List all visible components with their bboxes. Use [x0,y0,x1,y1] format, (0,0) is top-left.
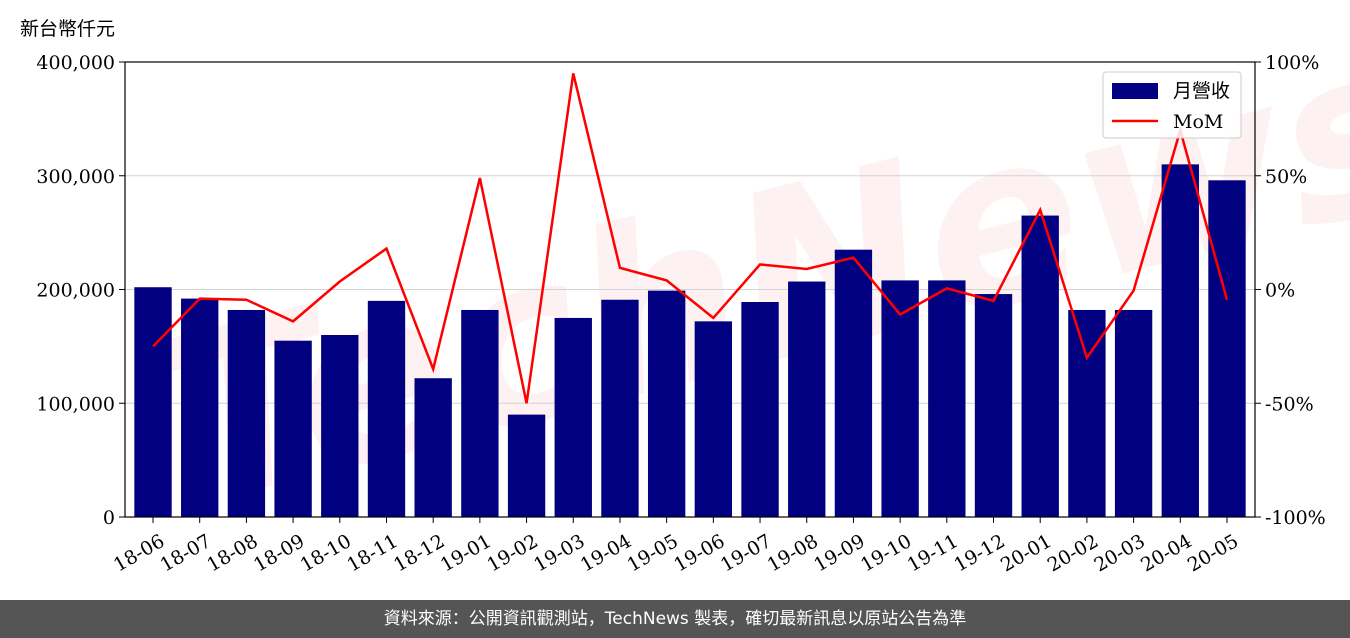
x-tick-label: 19-03 [530,530,588,576]
bar-18-07 [181,298,219,517]
y-tick-label: 100,000 [36,393,115,415]
bar-20-05 [1208,180,1246,518]
x-tick-label: 19-06 [670,530,728,576]
x-tick-label: 18-07 [157,530,215,576]
bar-18-09 [274,340,312,517]
bar-19-03 [554,317,592,517]
bar-20-03 [1114,309,1153,517]
y2-tick-label: 0% [1265,280,1295,302]
x-tick-label: 20-03 [1090,530,1148,576]
x-tick-label: 19-02 [483,530,541,576]
bar-19-05 [647,290,686,517]
y2-tick-label: 50% [1265,166,1307,188]
x-tick-label: 19-12 [950,530,1008,576]
x-tick-label: 19-08 [764,530,822,576]
bar-19-04 [601,299,639,517]
x-tick-label: 18-10 [297,530,355,576]
bar-19-01 [461,309,499,517]
x-tick-label: 19-05 [624,530,682,576]
legend-label-revenue: 月營收 [1173,80,1230,102]
source-footer: 資料來源：公開資訊觀測站，TechNews 製表，確切最新訊息以原站公告為準 [0,600,1350,638]
x-tick-label: 19-10 [857,530,915,576]
x-tick-label: 19-11 [904,530,962,576]
bar-19-08 [788,281,826,517]
bar-18-08 [227,309,266,517]
x-tick-label: 20-01 [997,530,1055,576]
x-tick-label: 18-12 [390,530,448,576]
bar-19-07 [741,302,779,517]
x-tick-label: 19-04 [577,530,635,576]
y-tick-label: 200,000 [36,280,115,302]
x-tick-label: 18-06 [110,530,168,576]
bar-18-06 [134,287,172,517]
x-tick-label: 18-08 [203,530,261,576]
bar-19-06 [694,321,733,517]
mom-line [152,73,1229,404]
bar-19-10 [881,280,919,517]
x-tick-label: 19-07 [717,530,775,576]
bar-19-02 [507,414,546,517]
y-tick-label: 300,000 [36,166,115,188]
bar-18-12 [414,378,452,517]
bar-19-11 [928,280,966,517]
y2-tick-label: -50% [1265,393,1314,415]
y2-tick-label: -100% [1265,507,1326,529]
bar-20-01 [1021,215,1059,517]
x-tick-label: 20-02 [1044,530,1102,576]
x-tick-label: 20-04 [1137,530,1195,576]
bar-20-02 [1068,309,1106,517]
x-tick-label: 18-11 [343,530,401,576]
y-tick-label: 0 [103,507,115,529]
legend-label-mom: MoM [1173,111,1223,133]
revenue-chart: 0 100,000 200,000 300,000 400,000 -100% -50% 0%… [36,52,1326,576]
bar-18-11 [367,300,406,517]
bar-19-09 [834,249,873,517]
y2-tick-label: 100% [1265,52,1319,74]
x-tick-label: 19-09 [810,530,868,576]
x-tick-label: 20-05 [1184,530,1242,576]
bar-18-10 [321,335,359,517]
bar-20-04 [1161,164,1199,517]
bar-19-12 [974,294,1013,517]
y-axis-unit-label: 新台幣仟元 [20,18,116,40]
x-tick-label: 18-09 [250,530,308,576]
y-tick-label: 400,000 [36,52,115,74]
legend-swatch-revenue [1112,83,1158,99]
x-tick-label: 19-01 [437,530,495,576]
